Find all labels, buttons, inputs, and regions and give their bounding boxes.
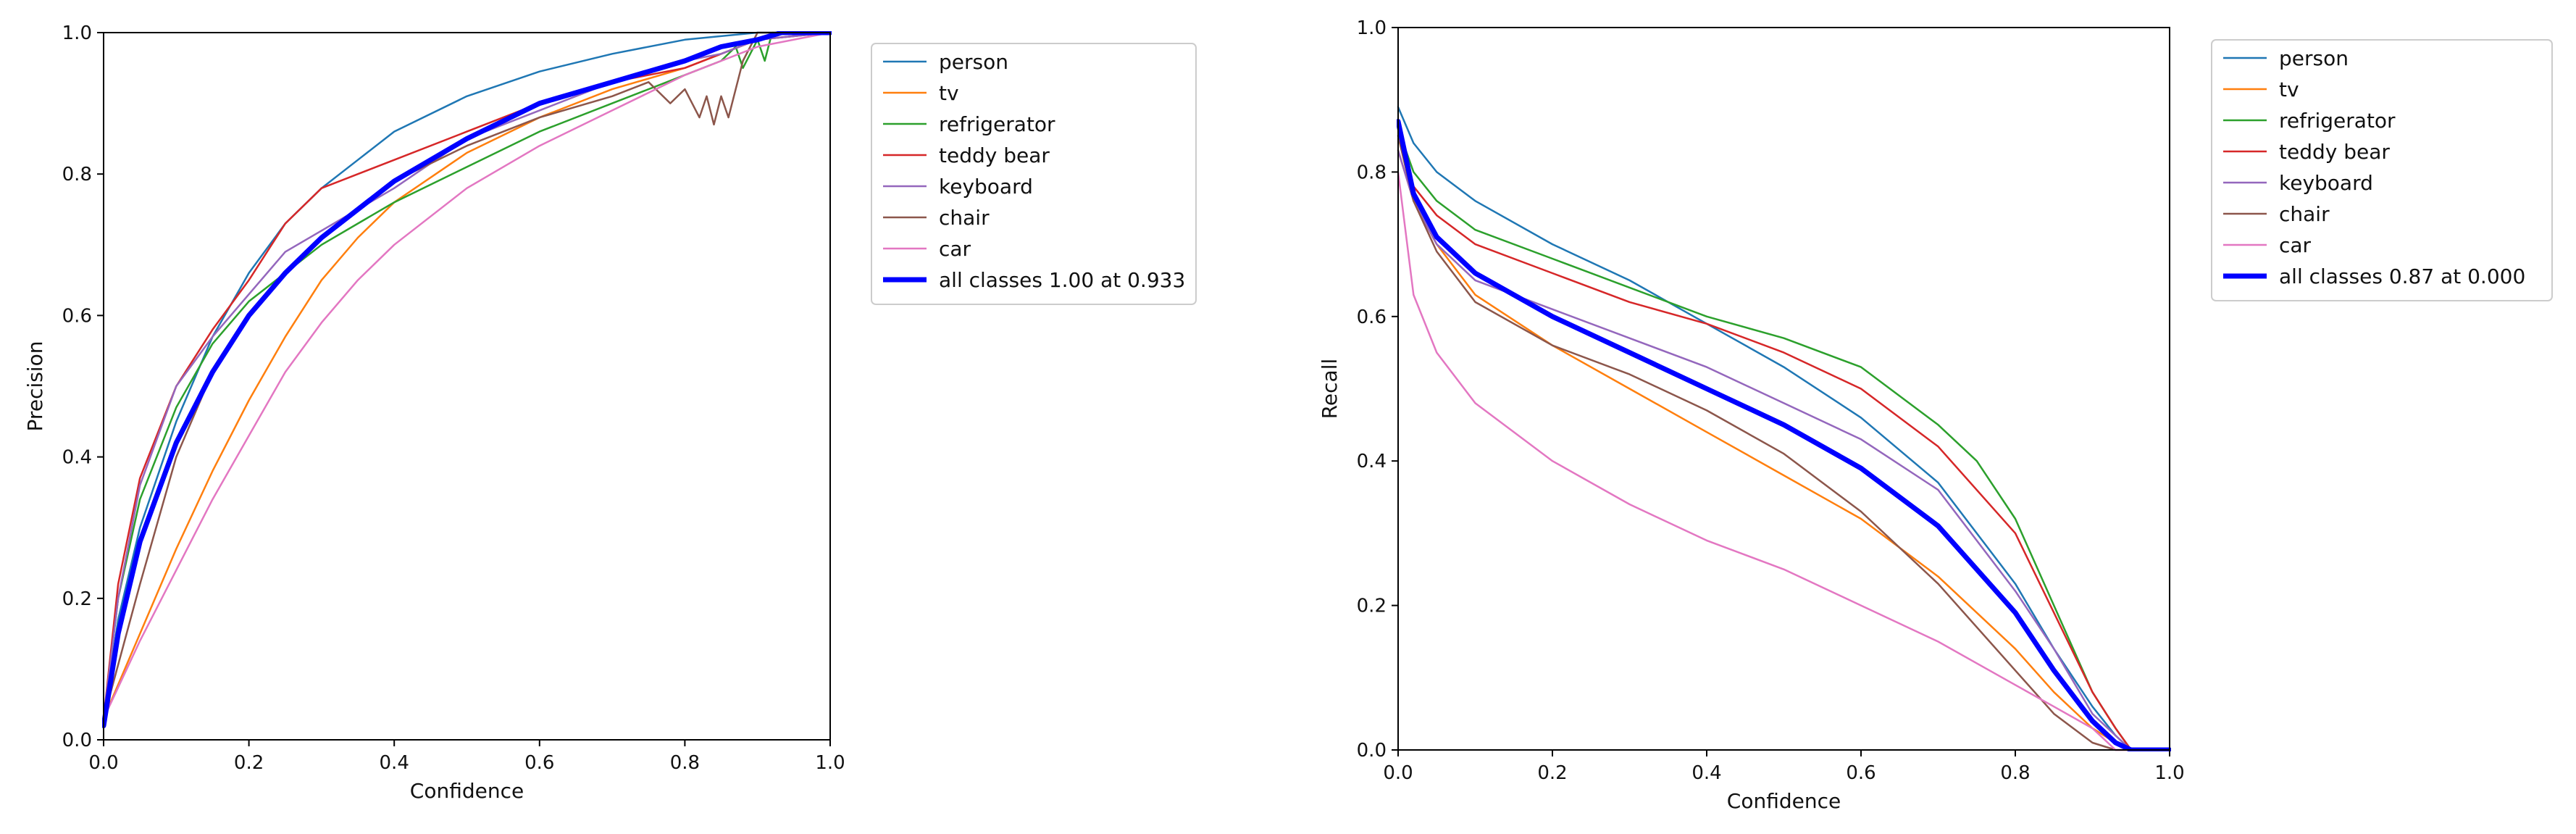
chart-2-series-group bbox=[1397, 106, 2171, 751]
chart-1-legend-label-tv: tv bbox=[939, 81, 959, 105]
chart-2-y-tick-label: 0.2 bbox=[1357, 596, 1387, 617]
chart-2-legend-label-car: car bbox=[2279, 233, 2312, 257]
chart-1-x-tick-label: 1.0 bbox=[815, 752, 845, 774]
chart-1-y-tick-label: 0.0 bbox=[62, 730, 92, 751]
chart-1-y-tick-label: 0.6 bbox=[62, 305, 92, 327]
chart-2-x-tick-label: 0.0 bbox=[1383, 762, 1413, 784]
chart-1-legend-label-keyboard: keyboard bbox=[939, 175, 1033, 199]
chart-1-series-line-car bbox=[102, 31, 832, 720]
chart-1-x-axis-label: Confidence bbox=[410, 779, 524, 803]
chart-2-axes-frame bbox=[1397, 27, 2170, 751]
chart-2-legend-label-chair: chair bbox=[2279, 202, 2330, 226]
chart-2-series-line-tv bbox=[1397, 149, 2171, 751]
chart-1-y-axis-label: Precision bbox=[23, 341, 47, 432]
chart-2-y-tick-label: 0.6 bbox=[1357, 307, 1387, 328]
chart-1-x-tick-label: 0.2 bbox=[234, 752, 264, 774]
chart-2-x-tick-label: 0.2 bbox=[1537, 762, 1567, 784]
chart-1-series-group bbox=[102, 31, 832, 728]
chart-2-x-tick-label: 1.0 bbox=[2154, 762, 2184, 784]
chart-2-y-axis-label: Recall bbox=[1318, 359, 1342, 420]
chart-1-x-tick-label: 0.8 bbox=[670, 752, 700, 774]
chart-1-y-tick-label: 0.2 bbox=[62, 588, 92, 610]
chart-2-legend-label-teddy-bear: teddy bear bbox=[2279, 140, 2390, 164]
chart-1-y-tick-label: 0.4 bbox=[62, 447, 92, 469]
chart-2-series-line-all-classes-0-87-at-0-000 bbox=[1397, 119, 2171, 751]
chart-1-series-line-all-classes-1-00-at-0-933 bbox=[102, 31, 832, 728]
chart-2-y-tick-label: 0.8 bbox=[1357, 162, 1387, 183]
chart-2-legend-label-refrigerator: refrigerator bbox=[2279, 109, 2396, 133]
chart-2-y-tick-label: 0.4 bbox=[1357, 451, 1387, 472]
chart-2-legend-label-person: person bbox=[2279, 46, 2349, 70]
chart-1-y-tick-label: 0.8 bbox=[62, 164, 92, 185]
chart-2-series-line-car bbox=[1397, 171, 2171, 751]
chart-2-x-tick-label: 0.8 bbox=[2000, 762, 2030, 784]
chart-2-legend-label-all-classes-0-87-at-0-000: all classes 0.87 at 0.000 bbox=[2279, 264, 2525, 288]
chart-1-legend-label-car: car bbox=[939, 237, 971, 261]
chart-1-legend-label-chair: chair bbox=[939, 206, 990, 230]
chart-1-y-tick-label: 1.0 bbox=[62, 22, 92, 44]
chart-2-y-tick-label: 1.0 bbox=[1357, 17, 1387, 39]
chart-1-legend-label-all-classes-1-00-at-0-933: all classes 1.00 at 0.933 bbox=[939, 268, 1185, 292]
chart-1-x-tick-label: 0.4 bbox=[380, 752, 409, 774]
chart-2-legend-label-tv: tv bbox=[2279, 78, 2299, 101]
chart-2-series-line-chair bbox=[1397, 135, 2171, 751]
chart-1-series-line-person bbox=[102, 31, 832, 720]
chart-1-axes-frame bbox=[103, 32, 831, 741]
chart-2-series-line-person bbox=[1397, 106, 2171, 751]
chart-2-x-tick-label: 0.4 bbox=[1691, 762, 1721, 784]
chart-2-y-tick-label: 0.0 bbox=[1357, 740, 1387, 762]
chart-2-legend-box bbox=[2211, 39, 2553, 301]
chart-1-legend-label-teddy-bear: teddy bear bbox=[939, 143, 1050, 167]
chart-1-x-tick-label: 0.0 bbox=[88, 752, 118, 774]
chart-2-series-line-keyboard bbox=[1397, 149, 2171, 751]
chart-1-legend-box bbox=[871, 43, 1197, 305]
chart-2-legend-label-keyboard: keyboard bbox=[2279, 171, 2373, 195]
chart-1-legend-label-person: person bbox=[939, 50, 1008, 74]
chart-1-legend-label-refrigerator: refrigerator bbox=[939, 112, 1055, 136]
chart-2-x-axis-label: Confidence bbox=[1727, 789, 1841, 813]
chart-2-series-line-teddy-bear bbox=[1397, 135, 2171, 751]
chart-2-x-tick-label: 0.6 bbox=[1846, 762, 1875, 784]
chart-1-x-tick-label: 0.6 bbox=[524, 752, 554, 774]
